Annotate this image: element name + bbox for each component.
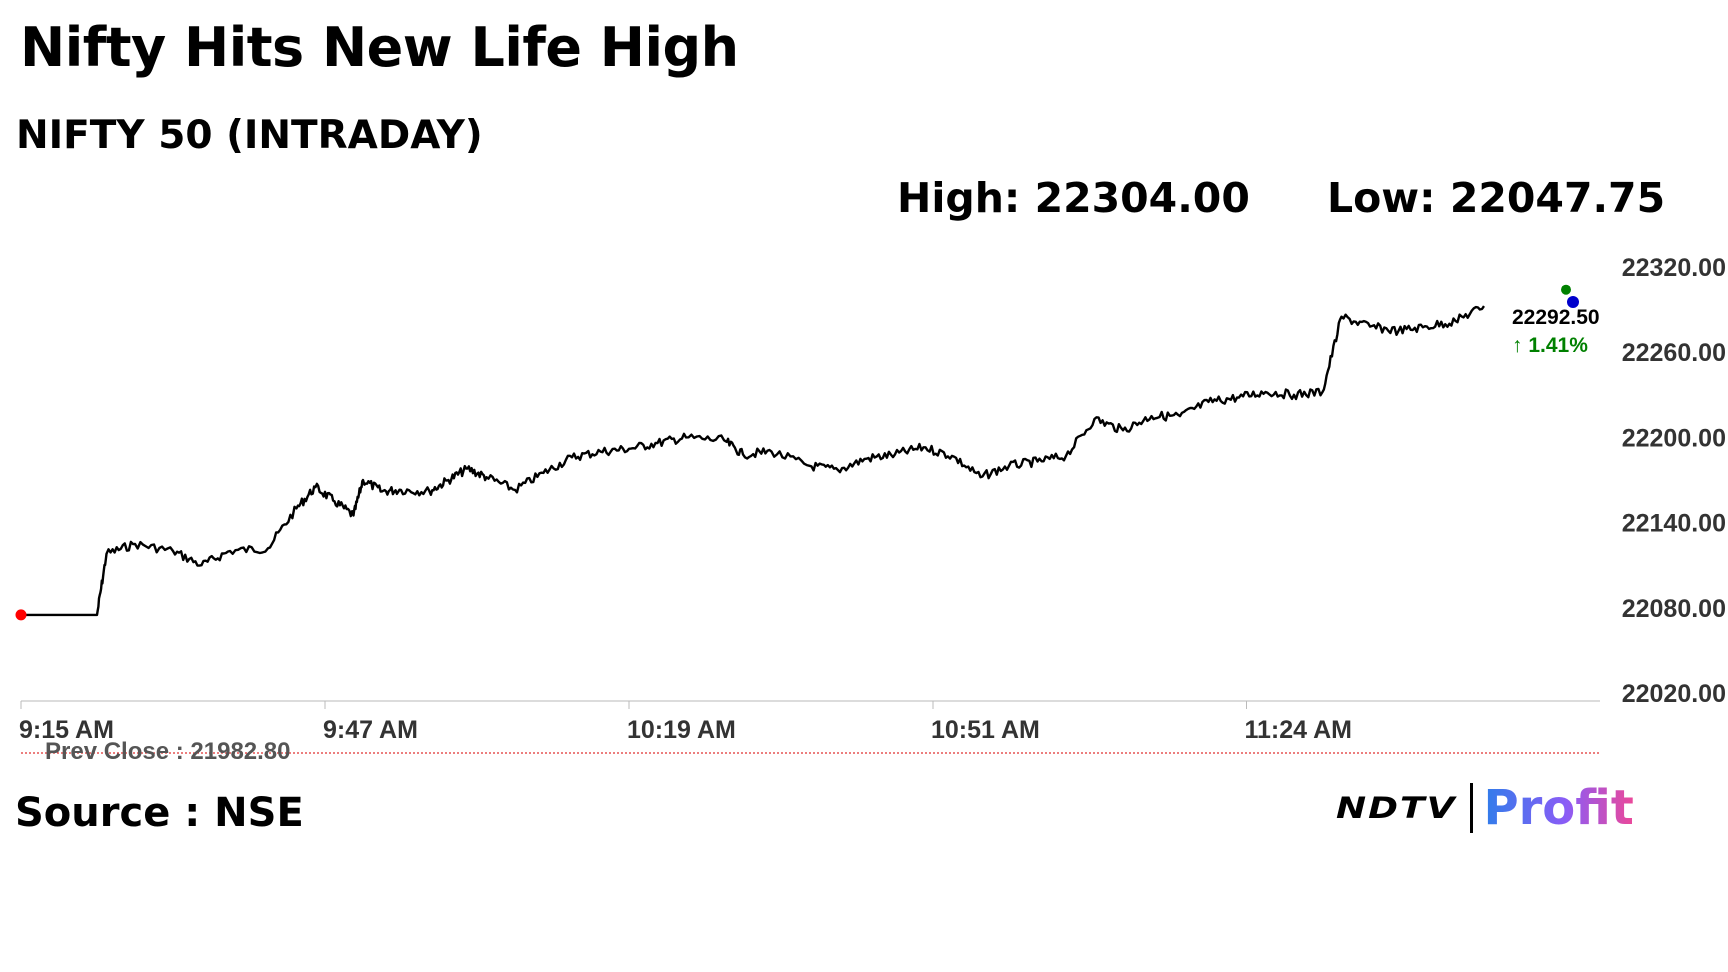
x-tick-label: 11:24 AM <box>1245 716 1352 744</box>
prev-close-label: Prev Close : 21982.80 <box>45 738 291 760</box>
x-tick-label: 9:15 AM <box>19 716 114 744</box>
logo-divider <box>1470 783 1474 833</box>
logo-profit-text: Profit <box>1483 780 1634 836</box>
high-value: High: 22304.00 <box>897 174 1250 222</box>
y-tick-label: 22080.00 <box>1622 595 1726 623</box>
x-tick-label: 9:47 AM <box>323 716 418 744</box>
low-value: Low: 22047.75 <box>1327 174 1666 222</box>
last-price-marker <box>1567 296 1579 309</box>
y-tick-label: 22320.00 <box>1622 254 1726 282</box>
y-tick-label: 22200.00 <box>1622 424 1726 452</box>
open-marker <box>15 609 27 621</box>
intraday-line-chart: 9:15 AM 9:47 AM 10:19 AM 10:51 AM 11:24 AM 22… <box>15 254 1726 760</box>
ndtv-profit-logo: NDTV Profit <box>1336 778 1636 838</box>
y-tick-label: 22140.00 <box>1622 510 1726 538</box>
logo-ndtv-text: NDTV <box>1336 791 1457 825</box>
x-tick-label: 10:19 AM <box>627 716 736 744</box>
day-high-marker <box>1561 284 1571 295</box>
y-tick-label: 22020.00 <box>1622 680 1726 708</box>
change-percent-label: ↑ 1.41% <box>1512 334 1588 357</box>
x-tick-label: 10:51 AM <box>931 716 1040 744</box>
y-tick-label: 22260.00 <box>1622 339 1726 367</box>
source-label: Source : NSE <box>15 790 304 836</box>
last-value-label: 22292.50 <box>1512 306 1600 329</box>
nifty-price-line <box>21 305 1485 617</box>
chart-subtitle: NIFTY 50 (INTRADAY) <box>16 113 483 158</box>
headline: Nifty Hits New Life High <box>20 16 739 79</box>
